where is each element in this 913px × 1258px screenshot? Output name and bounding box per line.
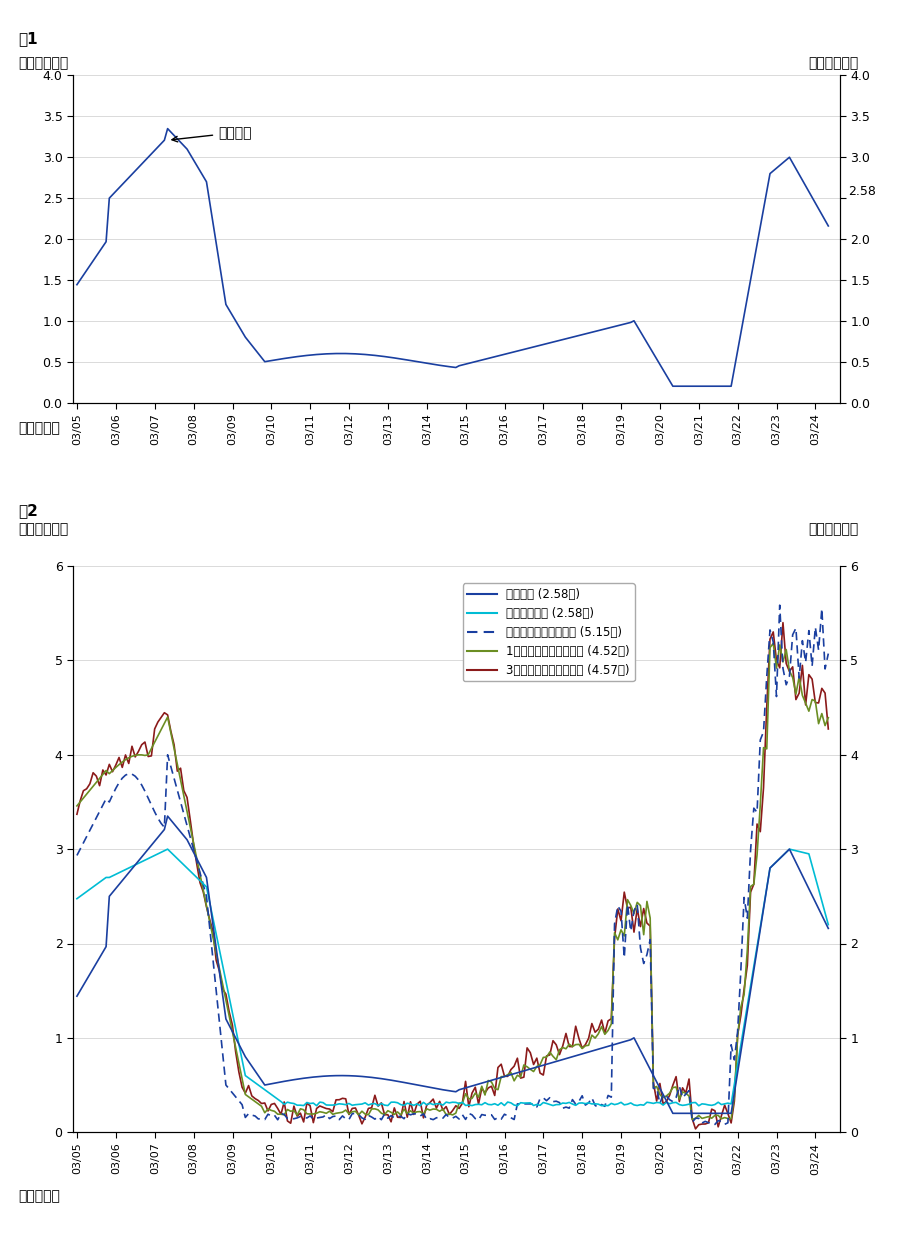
- Text: 年利率（厘）: 年利率（厘）: [18, 522, 68, 536]
- Text: 期末數字。: 期末數字。: [18, 1189, 60, 1203]
- 加權存款利率 (2.58厘): [599, 1098, 610, 1113]
- 加權存款利率 (2.58厘): [515, 1096, 526, 1111]
- 3個月香港銀行同業拆息 (4.57厘): [71, 806, 82, 821]
- 綜合利率 (2.58厘): [269, 1076, 280, 1091]
- Text: 2.58: 2.58: [847, 185, 876, 198]
- 隔夜香港銀行同業拆息 (5.15厘): [709, 1117, 720, 1132]
- 加權存款利率 (2.58厘): [645, 1096, 656, 1111]
- 3個月香港銀行同業拆息 (4.57厘): [638, 901, 649, 916]
- 隔夜香港銀行同業拆息 (5.15厘): [638, 956, 649, 971]
- 加權存款利率 (2.58厘): [163, 842, 173, 857]
- Line: 加權存款利率 (2.58厘): 加權存款利率 (2.58厘): [77, 849, 828, 1106]
- 加權存款利率 (2.58厘): [512, 1098, 523, 1113]
- 加權存款利率 (2.58厘): [220, 974, 231, 989]
- 隔夜香港銀行同業拆息 (5.15厘): [742, 911, 753, 926]
- Legend: 綜合利率 (2.58厘), 加權存款利率 (2.58厘), 隔夜香港銀行同業拆息 (5.15厘), 1個月香港銀行同業拆息 (4.52厘), 3個月香港銀行同業: 綜合利率 (2.58厘), 加權存款利率 (2.58厘), 隔夜香港銀行同業拆息…: [463, 584, 635, 682]
- 3個月香港銀行同業拆息 (4.57厘): [690, 1121, 701, 1136]
- Line: 3個月香港銀行同業拆息 (4.57厘): 3個月香港銀行同業拆息 (4.57厘): [77, 623, 828, 1128]
- 隔夜香港銀行同業拆息 (5.15厘): [823, 647, 834, 662]
- 1個月香港銀行同業拆息 (4.52厘): [687, 1112, 698, 1127]
- 1個月香港銀行同業拆息 (4.52厘): [593, 1027, 603, 1042]
- Text: 圖2: 圖2: [18, 503, 38, 518]
- 加權存款利率 (2.58厘): [71, 891, 82, 906]
- 綜合利率 (2.58厘): [163, 809, 173, 824]
- 1個月香港銀行同業拆息 (4.52厘): [266, 1103, 277, 1118]
- 1個月香港銀行同業拆息 (4.52厘): [742, 942, 753, 957]
- 綜合利率 (2.58厘): [220, 1011, 231, 1027]
- 1個月香港銀行同業拆息 (4.52厘): [638, 927, 649, 942]
- Text: 年利率（厘）: 年利率（厘）: [18, 57, 68, 70]
- 3個月香港銀行同業拆息 (4.57厘): [823, 721, 834, 736]
- 3個月香港銀行同業拆息 (4.57厘): [266, 1097, 277, 1112]
- 隔夜香港銀行同業拆息 (5.15厘): [593, 1099, 603, 1115]
- 3個月香港銀行同業拆息 (4.57厘): [778, 615, 789, 630]
- 加權存款利率 (2.58厘): [745, 979, 756, 994]
- Text: 圖1: 圖1: [18, 31, 37, 47]
- 1個月香港銀行同業拆息 (4.52厘): [509, 1073, 519, 1088]
- 3個月香港銀行同業拆息 (4.57厘): [217, 981, 228, 996]
- 1個月香港銀行同業拆息 (4.52厘): [71, 799, 82, 814]
- Text: 綜合利率: 綜合利率: [172, 126, 252, 142]
- 加權存款利率 (2.58厘): [269, 1089, 280, 1105]
- 綜合利率 (2.58厘): [823, 921, 834, 936]
- 綜合利率 (2.58厘): [596, 1040, 607, 1055]
- 加權存款利率 (2.58厘): [823, 917, 834, 932]
- 綜合利率 (2.58厘): [745, 984, 756, 999]
- Line: 1個月香港銀行同業拆息 (4.52厘): 1個月香港銀行同業拆息 (4.52厘): [77, 643, 828, 1120]
- 1個月香港銀行同業拆息 (4.52厘): [768, 635, 779, 650]
- 綜合利率 (2.58厘): [512, 1066, 523, 1081]
- 隔夜香港銀行同業拆息 (5.15厘): [774, 598, 785, 613]
- 綜合利率 (2.58厘): [71, 989, 82, 1004]
- 隔夜香港銀行同業拆息 (5.15厘): [266, 1108, 277, 1123]
- Line: 隔夜香港銀行同業拆息 (5.15厘): 隔夜香港銀行同業拆息 (5.15厘): [77, 605, 828, 1125]
- Text: 年利率（厘）: 年利率（厘）: [808, 522, 858, 536]
- 3個月香港銀行同業拆息 (4.57厘): [509, 1059, 519, 1074]
- 隔夜香港銀行同業拆息 (5.15厘): [71, 848, 82, 863]
- 綜合利率 (2.58厘): [642, 1055, 653, 1071]
- 1個月香港銀行同業拆息 (4.52厘): [217, 977, 228, 993]
- 3個月香港銀行同業拆息 (4.57厘): [742, 957, 753, 972]
- 1個月香港銀行同業拆息 (4.52厘): [823, 710, 834, 725]
- 綜合利率 (2.58厘): [667, 1106, 678, 1121]
- 3個月香港銀行同業拆息 (4.57厘): [593, 1021, 603, 1037]
- 隔夜香港銀行同業拆息 (5.15厘): [217, 1047, 228, 1062]
- 隔夜香港銀行同業拆息 (5.15厘): [509, 1112, 519, 1127]
- Line: 綜合利率 (2.58厘): 綜合利率 (2.58厘): [77, 816, 828, 1113]
- Text: 期末數字。: 期末數字。: [18, 421, 60, 435]
- Text: 年利率（厘）: 年利率（厘）: [808, 57, 858, 70]
